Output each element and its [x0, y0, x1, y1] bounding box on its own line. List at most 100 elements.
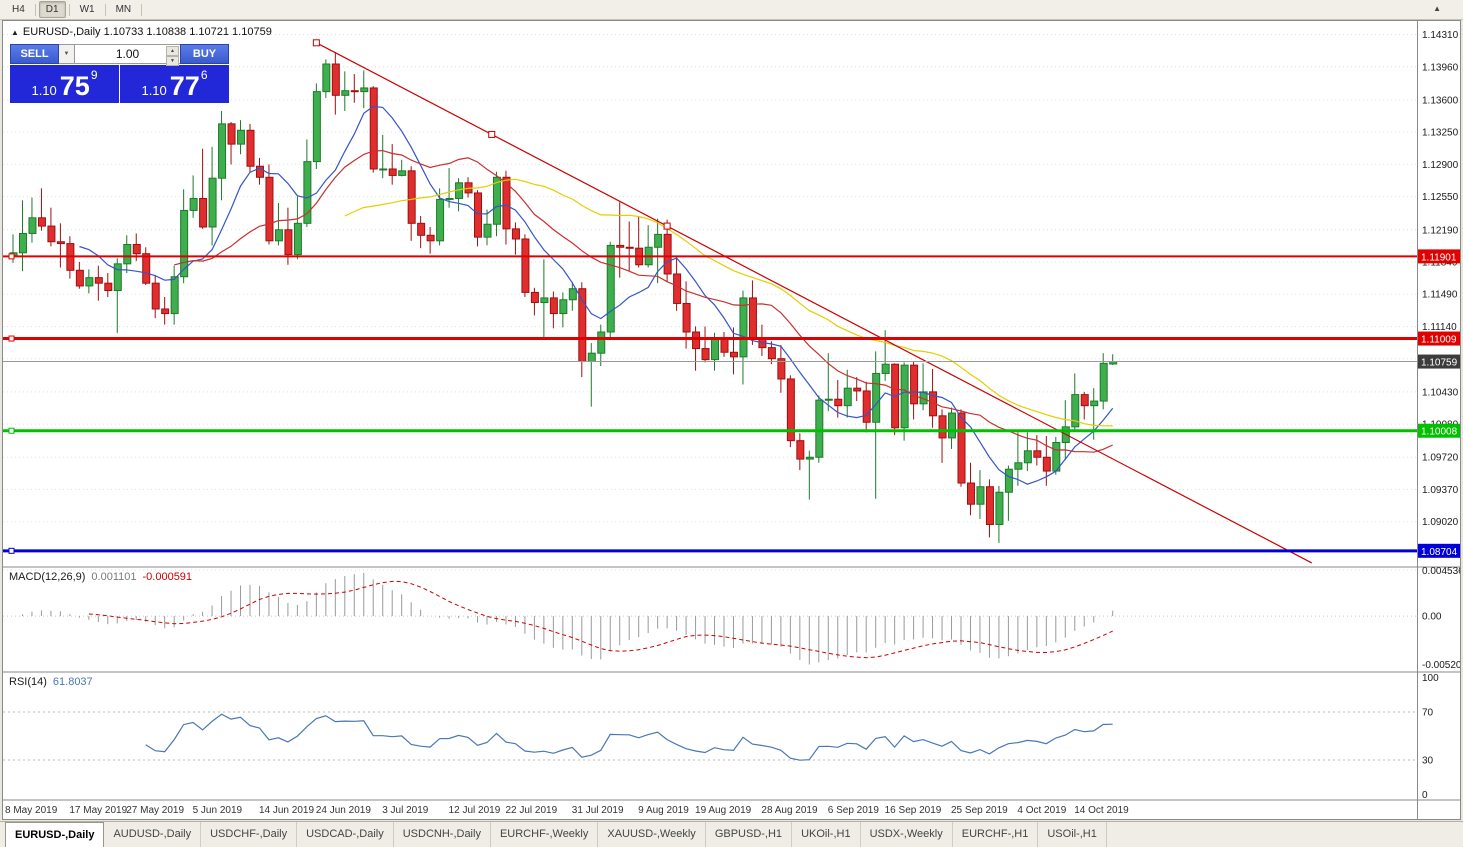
svg-text:1.08704: 1.08704 — [1421, 547, 1458, 558]
svg-text:0: 0 — [1422, 790, 1428, 801]
svg-text:1.09720: 1.09720 — [1422, 453, 1459, 464]
svg-text:1.13960: 1.13960 — [1422, 62, 1459, 73]
price-badge-1.11009 — [1418, 331, 1460, 346]
hline-handle[interactable] — [8, 547, 15, 554]
timeframe-toolbar: ▲ H4 D1 W1 MN — [0, 0, 1463, 20]
macd-label: MACD(12,26,9) 0.001101 -0.000591 — [9, 571, 192, 583]
timeframe-button-mn[interactable]: MN — [115, 4, 132, 15]
volume-spinner[interactable]: ▲ ▼ — [166, 46, 179, 66]
buy-price-pips: 77 — [169, 71, 200, 101]
svg-text:70: 70 — [1422, 708, 1434, 719]
svg-text:1.12900: 1.12900 — [1422, 160, 1459, 171]
chart-tab-usdcad-daily[interactable]: USDCAD-,Daily — [297, 822, 394, 847]
svg-text:5 Jun 2019: 5 Jun 2019 — [193, 805, 243, 816]
chart-tab-gbpusd-h1[interactable]: GBPUSD-,H1 — [706, 822, 793, 847]
buy-price-display[interactable]: 1.10 77 6 — [120, 65, 229, 103]
svg-text:14 Jun 2019: 14 Jun 2019 — [259, 805, 314, 816]
svg-text:27 May 2019: 27 May 2019 — [126, 805, 184, 816]
svg-text:100: 100 — [1422, 673, 1439, 684]
scroll-up-icon[interactable]: ▲ — [1433, 4, 1441, 13]
sell-price-pips: 75 — [59, 71, 90, 101]
toolbar-separator — [104, 3, 106, 16]
svg-text:25 Sep 2019: 25 Sep 2019 — [951, 805, 1008, 816]
toolbar-separator — [68, 3, 70, 16]
chart-tab-xauusd-weekly[interactable]: XAUUSD-,Weekly — [598, 822, 706, 847]
svg-text:6 Sep 2019: 6 Sep 2019 — [828, 805, 880, 816]
svg-text:3 Jul 2019: 3 Jul 2019 — [382, 805, 429, 816]
sell-price-point: 9 — [90, 68, 98, 82]
trendline-handle[interactable] — [663, 222, 671, 230]
sell-price-prefix: 1.10 — [31, 83, 57, 98]
one-click-trading-panel: SELL ▼ 1.00 ▲ ▼ BUY 1.10 75 9 1.10 77 6 — [10, 44, 229, 103]
moving-averages — [79, 105, 1114, 485]
svg-text:1.13250: 1.13250 — [1422, 128, 1459, 139]
trendline[interactable] — [316, 42, 1313, 564]
date-axis: 8 May 2019 17 May 2019 27 May 2019 5 Jun 20… — [5, 805, 1129, 816]
svg-text:24 Jun 2019: 24 Jun 2019 — [316, 805, 371, 816]
macd-signal-line — [88, 580, 1113, 659]
chart-tab-usdcnh-daily[interactable]: USDCNH-,Daily — [394, 822, 491, 847]
volume-dropdown-button[interactable]: ▼ — [59, 44, 75, 64]
timeframe-button-h4[interactable]: H4 — [12, 4, 25, 15]
ohlc-text: EURUSD-,Daily 1.10733 1.10838 1.10721 1.… — [22, 26, 272, 38]
chart-tab-eurusd-daily[interactable]: EURUSD-,Daily — [5, 822, 105, 847]
chart-tab-eurchf-h1[interactable]: EURCHF-,H1 — [953, 822, 1039, 847]
svg-text:-0.005205: -0.005205 — [1422, 660, 1460, 671]
trendline-handle[interactable] — [312, 39, 320, 47]
collapse-arrow-icon[interactable]: ▲ — [11, 28, 19, 37]
svg-text:1.12190: 1.12190 — [1422, 225, 1459, 236]
ma-line-slow-ma-yellow — [344, 178, 1113, 427]
chart-tabs-bar: EURUSD-,Daily AUDUSD-,Daily USDCHF-,Daily U… — [0, 821, 1463, 847]
svg-text:9 Aug 2019: 9 Aug 2019 — [638, 805, 689, 816]
ma-line-mid-ma-red — [174, 149, 1113, 453]
timeframe-button-w1[interactable]: W1 — [79, 4, 95, 15]
chart-ohlc-header: ▲ EURUSD-,Daily 1.10733 1.10838 1.10721 1… — [11, 26, 272, 38]
toolbar-separator — [141, 3, 143, 16]
chart-tab-usdchf-daily[interactable]: USDCHF-,Daily — [201, 822, 298, 847]
ma-line-fast-ma-blue — [79, 105, 1114, 485]
spinner-down-icon[interactable]: ▼ — [166, 56, 179, 66]
svg-text:0.004536: 0.004536 — [1422, 566, 1460, 577]
svg-text:1.14310: 1.14310 — [1422, 30, 1459, 41]
svg-text:30: 30 — [1422, 756, 1434, 767]
chart-tab-ukoil-h1[interactable]: UKOil-,H1 — [792, 822, 861, 847]
trendline-handle[interactable] — [488, 130, 496, 138]
price-badge-1.10008 — [1418, 423, 1460, 438]
rsi-line — [145, 713, 1113, 761]
price-scale — [1418, 21, 1460, 819]
macd-histogram — [21, 572, 1114, 665]
buy-price-prefix: 1.10 — [141, 83, 167, 98]
spinner-up-icon[interactable]: ▲ — [166, 46, 179, 56]
svg-text:1.11901: 1.11901 — [1421, 252, 1457, 263]
toolbar-separator — [34, 3, 36, 16]
chart-tab-eurchf-weekly[interactable]: EURCHF-,Weekly — [491, 822, 599, 847]
svg-text:1.11140: 1.11140 — [1422, 322, 1457, 333]
svg-text:14 Oct 2019: 14 Oct 2019 — [1074, 805, 1129, 816]
timeframe-button-d1[interactable]: D1 — [38, 1, 66, 18]
svg-text:4 Oct 2019: 4 Oct 2019 — [1017, 805, 1066, 816]
svg-text:12 Jul 2019: 12 Jul 2019 — [449, 805, 501, 816]
hline-handle[interactable] — [8, 427, 15, 434]
svg-text:1.10430: 1.10430 — [1422, 387, 1459, 398]
svg-text:17 May 2019: 17 May 2019 — [69, 805, 127, 816]
svg-text:1.11490: 1.11490 — [1422, 290, 1458, 301]
price-badge-1.10759 — [1418, 354, 1460, 369]
svg-text:16 Sep 2019: 16 Sep 2019 — [885, 805, 942, 816]
svg-text:0.00: 0.00 — [1422, 612, 1442, 623]
hline-handle[interactable] — [8, 335, 15, 342]
svg-text:1.10759: 1.10759 — [1421, 358, 1458, 369]
rsi-label: RSI(14) 61.8037 — [9, 676, 93, 688]
chart-tab-usoil-h1[interactable]: USOil-,H1 — [1038, 822, 1107, 847]
svg-text:1.09020: 1.09020 — [1422, 517, 1459, 528]
svg-text:22 Jul 2019: 22 Jul 2019 — [505, 805, 557, 816]
buy-button[interactable]: BUY — [180, 44, 229, 64]
volume-input[interactable]: 1.00 ▲ ▼ — [75, 44, 180, 66]
chart-tab-usdx-weekly[interactable]: USDX-,Weekly — [861, 822, 953, 847]
sell-price-display[interactable]: 1.10 75 9 — [10, 65, 119, 103]
hline-handle[interactable] — [8, 253, 15, 260]
chart-canvas[interactable]: 1.14310 1.13960 1.13600 1.13250 1.12900 1.125… — [3, 21, 1460, 819]
sell-button[interactable]: SELL — [10, 44, 59, 64]
chart-tab-audusd-daily[interactable]: AUDUSD-,Daily — [104, 822, 202, 847]
svg-text:28 Aug 2019: 28 Aug 2019 — [761, 805, 818, 816]
